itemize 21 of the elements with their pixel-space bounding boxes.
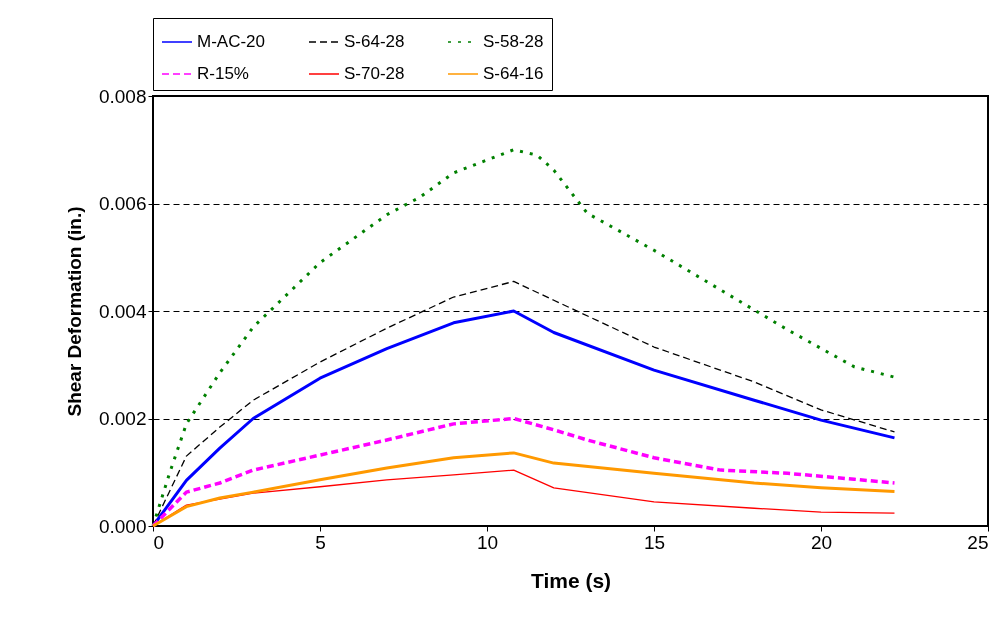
x-tick-label: 0 xyxy=(153,531,165,553)
legend-label: R-15% xyxy=(197,64,249,83)
x-axis-title: Time (s) xyxy=(530,568,612,592)
legend-label: S-70-28 xyxy=(344,64,405,83)
legend-label: M-AC-20 xyxy=(197,32,266,51)
legend-label: S-64-28 xyxy=(344,32,405,51)
legend-label: S-64-16 xyxy=(483,64,544,83)
x-tick-label: 20 xyxy=(810,531,833,553)
y-tick-label: 0.006 xyxy=(98,193,147,214)
y-tick-label: 0.002 xyxy=(98,408,147,429)
y-axis-title: Shear Deformation (in.) xyxy=(63,206,85,417)
y-tick-label: 0.004 xyxy=(98,300,147,322)
y-tick-label: 0.008 xyxy=(98,85,147,107)
legend-label: S-58-28 xyxy=(483,32,544,51)
y-tick-label: 0.000 xyxy=(98,515,147,537)
x-tick-label: 15 xyxy=(643,531,666,553)
line-series xyxy=(151,451,896,528)
line-series xyxy=(151,416,897,528)
x-tick-label: 25 xyxy=(967,531,989,553)
x-tick-label: 10 xyxy=(476,531,499,553)
x-tick-label: 5 xyxy=(315,531,326,553)
